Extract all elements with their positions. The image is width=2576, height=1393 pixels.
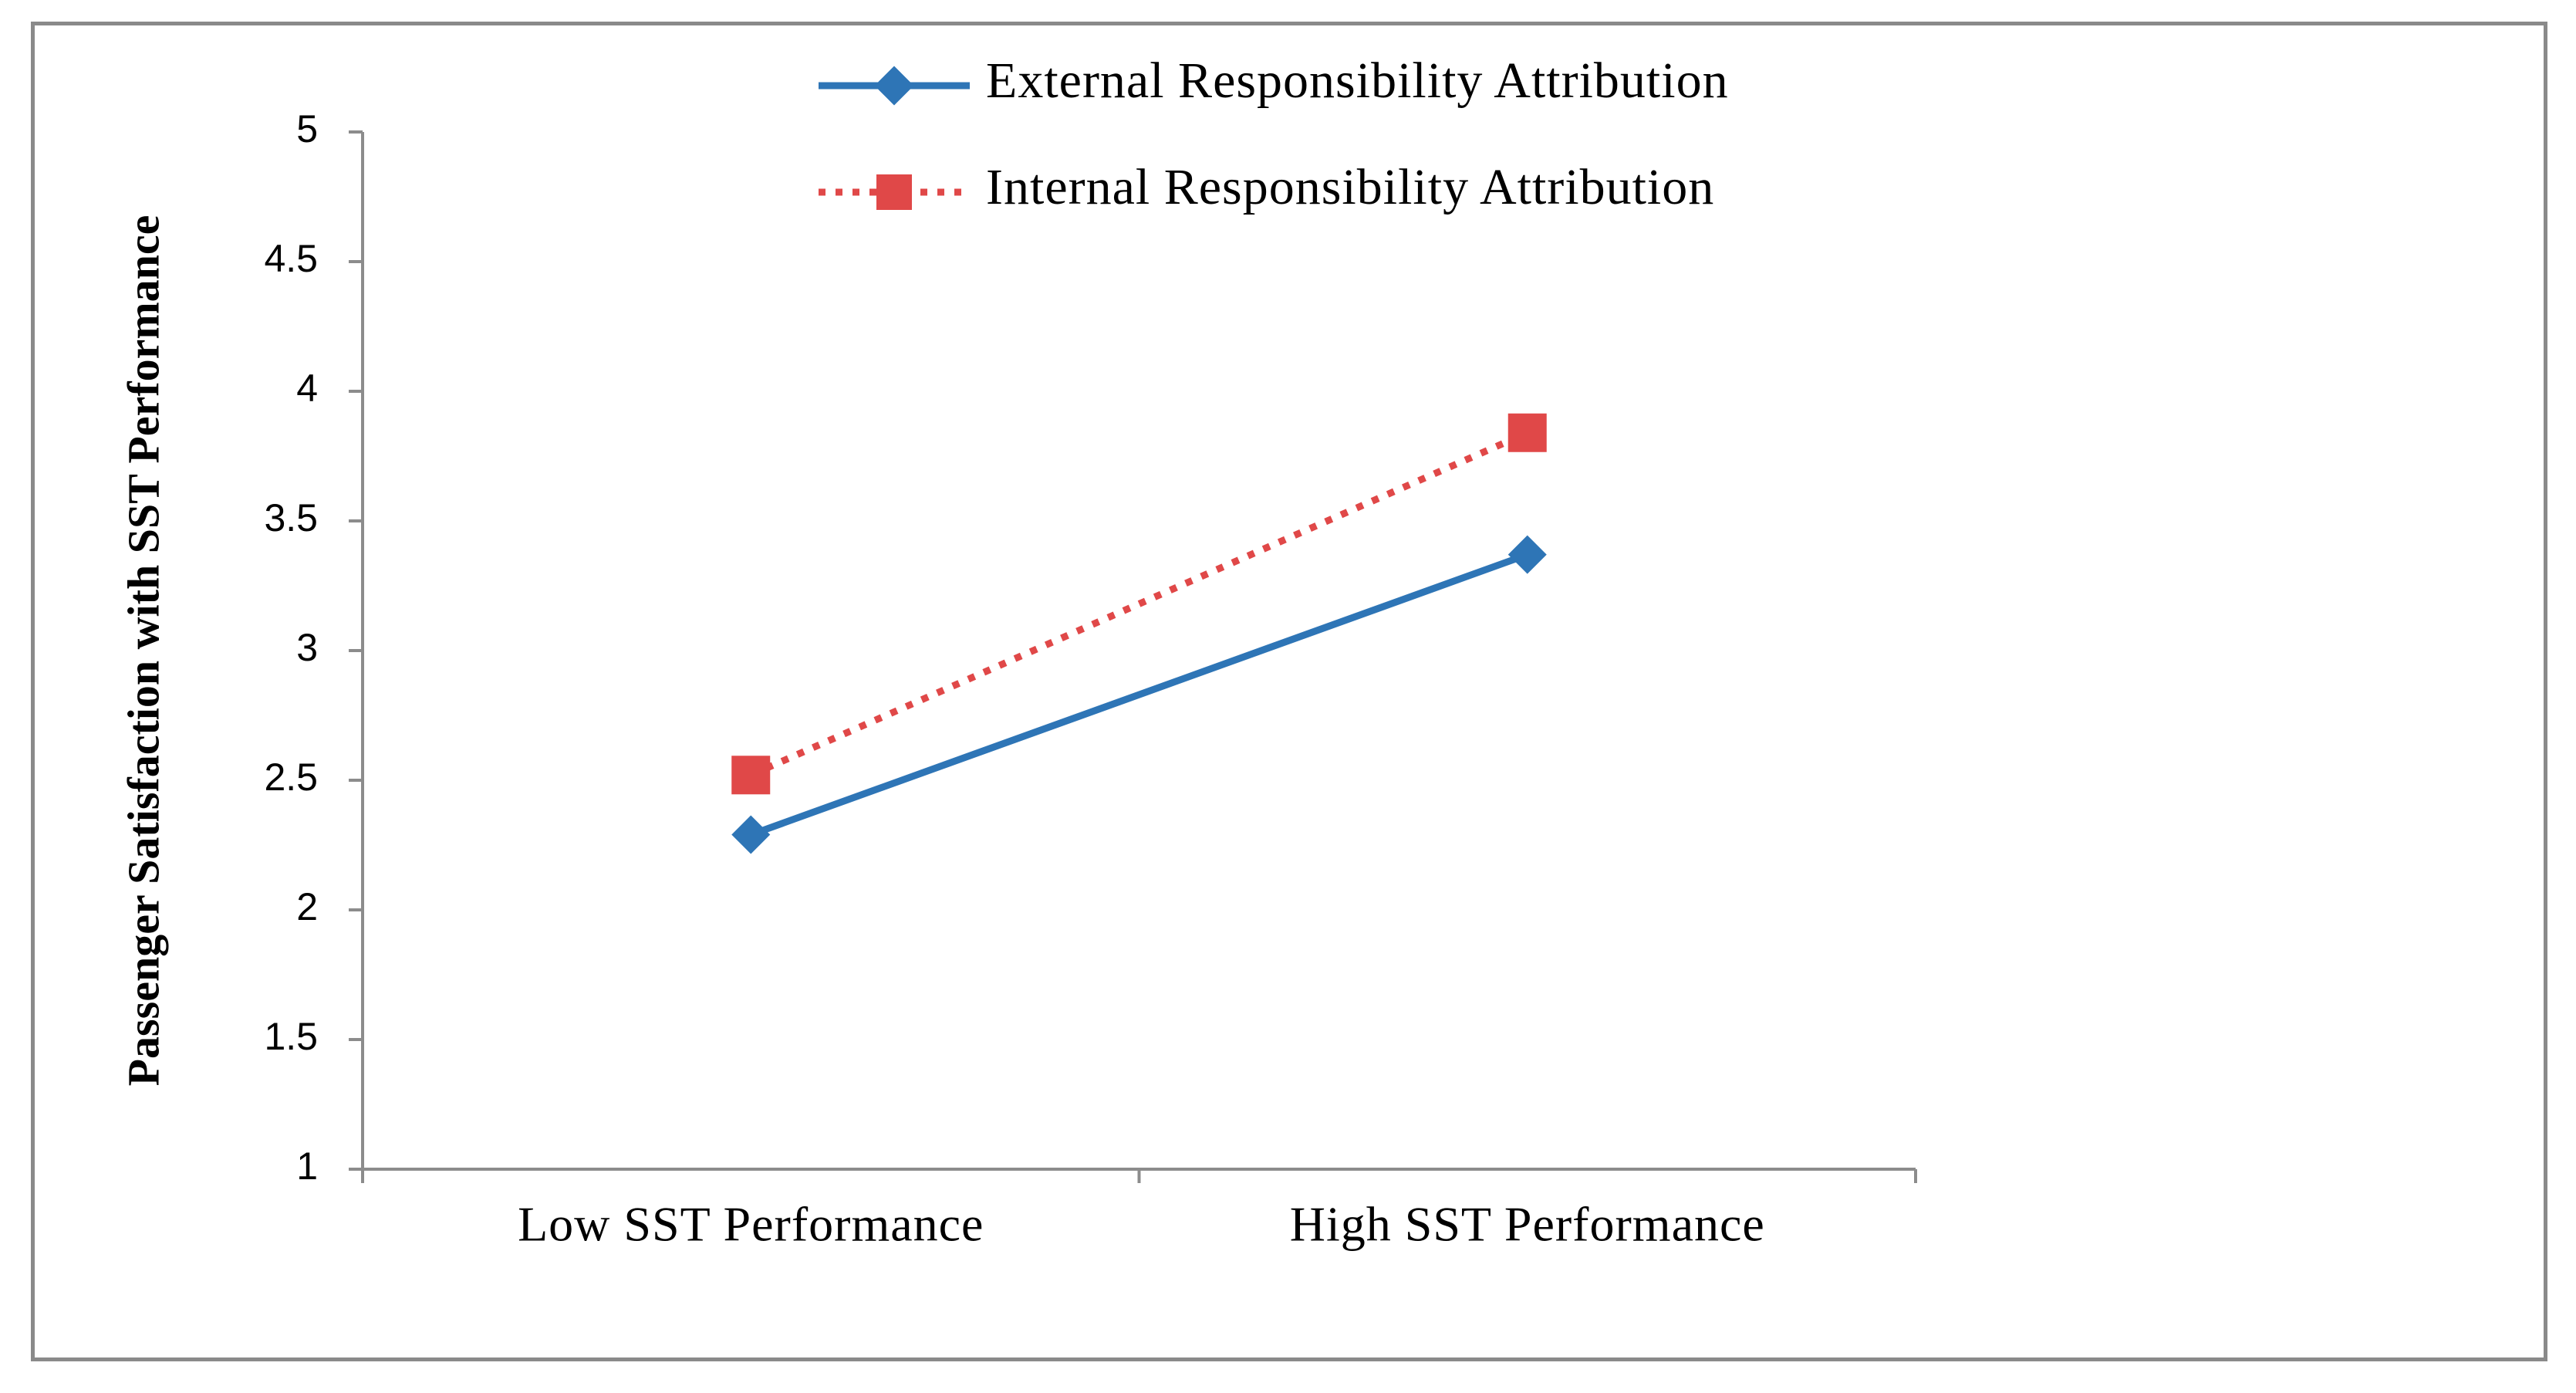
y-tick-label: 1	[296, 1144, 318, 1188]
series-layer	[731, 413, 1547, 854]
y-tick-label: 4.5	[264, 237, 318, 280]
x-tick-label: Low SST Performance	[518, 1197, 984, 1252]
legend-item-external: External Responsibility Attribution	[819, 52, 1729, 109]
y-tick-label: 2.5	[264, 756, 318, 799]
legend-swatch-marker-external	[874, 66, 914, 106]
x-tick-label: High SST Performance	[1290, 1197, 1765, 1252]
data-point-external-responsibility-attribution-1	[1507, 535, 1547, 574]
y-tick-label: 2	[296, 885, 318, 928]
chart-svg: 1 1.5 2 2.5 3 3.5 4 4.5 5 Low SST Performance Hig…	[118, 52, 1917, 1252]
y-tick-label: 4	[296, 367, 318, 410]
legend-item-internal: Internal Responsibility Attribution	[819, 159, 1714, 215]
chart-frame: 1 1.5 2 2.5 3 3.5 4 4.5 5 Low SST Performance Hig…	[31, 22, 2547, 1361]
data-point-internal-responsibility-attribution-0	[731, 756, 771, 795]
y-tick-label: 3	[296, 626, 318, 669]
legend: External Responsibility Attribution Inte…	[819, 52, 1729, 215]
legend-label-external: External Responsibility Attribution	[986, 52, 1729, 109]
y-tick-label: 3.5	[264, 496, 318, 539]
y-axis-title: Passenger Satisfaction with SST Performa…	[118, 215, 168, 1087]
data-point-internal-responsibility-attribution-1	[1507, 413, 1547, 452]
y-ticks: 1 1.5 2 2.5 3 3.5 4 4.5 5	[264, 107, 363, 1188]
series-line-external-responsibility-attribution	[749, 551, 1529, 838]
x-ticks: Low SST Performance High SST Performance	[361, 1169, 1917, 1252]
y-tick-label: 5	[296, 107, 318, 150]
legend-label-internal: Internal Responsibility Attribution	[986, 159, 1714, 215]
data-point-external-responsibility-attribution-0	[731, 815, 771, 854]
y-tick-label: 1.5	[264, 1015, 318, 1058]
series-line-internal-responsibility-attribution	[749, 429, 1529, 779]
legend-swatch-marker-internal	[876, 174, 912, 210]
